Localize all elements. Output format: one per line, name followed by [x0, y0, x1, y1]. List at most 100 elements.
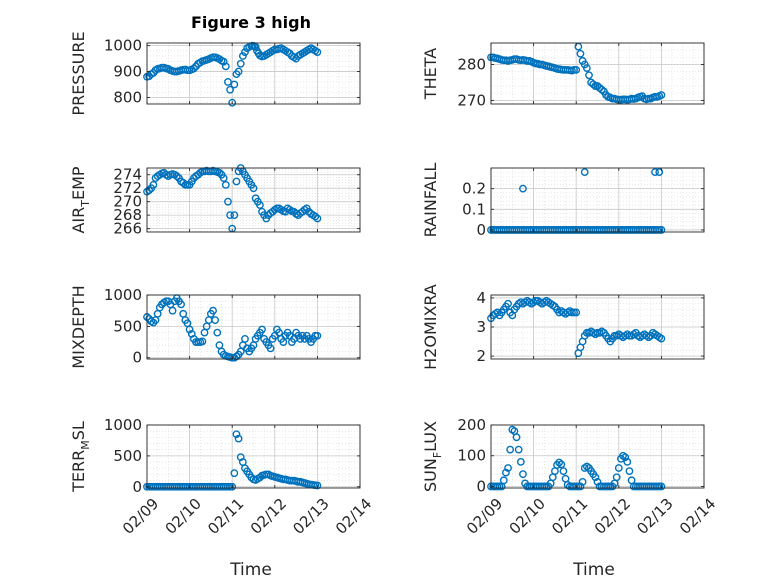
data-point [224, 197, 232, 206]
data-series [143, 430, 322, 491]
data-point [149, 180, 158, 189]
data-point [559, 467, 568, 475]
axes-box [146, 167, 361, 233]
y-label-subscript: T [79, 200, 92, 208]
axes-box [146, 424, 361, 489]
data-series [487, 296, 666, 358]
data-point [557, 460, 566, 469]
data-point [238, 52, 247, 60]
y-tick-label: 270 [113, 193, 142, 211]
y-axis-label-right: H2OMIXRA [421, 284, 440, 370]
data-point [657, 91, 666, 99]
data-point [311, 212, 320, 221]
data-point [519, 184, 527, 193]
y-tick-label: 4 [476, 289, 486, 307]
data-point [224, 78, 232, 86]
data-point [258, 325, 266, 334]
subplot-1: 800 900 1000 PRESSURE [69, 31, 361, 116]
data-point [612, 473, 621, 482]
y-tick-label: 800 [113, 89, 142, 107]
data-point [198, 337, 207, 346]
data-point [506, 445, 515, 454]
data-point [230, 469, 239, 478]
data-point [219, 57, 228, 66]
y-axis-label-left: MIXDEPTH [69, 285, 88, 368]
y-tick-label: 2 [476, 347, 486, 365]
data-point [241, 48, 249, 56]
data-point [580, 168, 589, 177]
data-point [313, 48, 322, 56]
data-series [143, 41, 322, 107]
data-point [211, 316, 220, 324]
data-point [504, 299, 512, 308]
data-point [172, 172, 181, 180]
axes-box [490, 424, 705, 489]
data-point [657, 226, 666, 234]
data-point [591, 473, 600, 482]
y-axis-label-left: TERRMSL [69, 421, 92, 493]
data-point [514, 445, 523, 454]
data-series [487, 168, 666, 234]
data-point [499, 476, 508, 485]
y-tick-label: 1000 [104, 37, 142, 55]
y-label-subscript: M [79, 440, 92, 450]
data-point [226, 85, 234, 94]
y-tick-label: 274 [113, 166, 142, 184]
subplot-6: 2 3 4 H2OMIXRA [421, 284, 705, 370]
data-point [219, 174, 228, 183]
data-point [249, 184, 258, 193]
y-tick-label: 0 [132, 349, 142, 367]
y-tick-label: 0 [476, 477, 486, 495]
data-series [143, 294, 322, 362]
y-tick-label: 272 [113, 179, 142, 197]
data-point [651, 168, 659, 177]
data-point [589, 80, 598, 89]
axes-background [491, 425, 704, 488]
data-point [241, 335, 249, 343]
data-point [576, 482, 585, 491]
data-series [143, 164, 322, 233]
data-series [487, 42, 666, 104]
data-point [516, 457, 525, 466]
data-point [655, 168, 664, 177]
data-point [221, 62, 230, 71]
data-point [657, 334, 666, 343]
y-tick-label: 270 [457, 91, 486, 109]
data-point [585, 71, 593, 80]
y-tick-label: 1000 [104, 286, 142, 304]
data-point [502, 468, 510, 477]
data-point [614, 464, 623, 472]
data-point [226, 211, 234, 220]
data-point [213, 328, 222, 337]
y-tick-label: 100 [457, 447, 486, 465]
data-point [578, 477, 587, 486]
y-tick-label: 268 [113, 206, 142, 224]
subplot-5: 0 500 1000 MIXDEPTH [69, 285, 361, 369]
data-point [145, 186, 154, 195]
y-label-rest: EMP [69, 166, 88, 200]
y-tick-label: 500 [113, 447, 142, 465]
y-tick-label: 3 [476, 318, 486, 336]
y-tick-label: 0 [132, 478, 142, 496]
data-point [555, 458, 564, 467]
data-point [230, 211, 239, 220]
data-point [232, 352, 241, 361]
data-point [251, 42, 260, 51]
y-label-rest: LUX [421, 421, 440, 452]
data-point [572, 308, 581, 317]
y-label-subscript: F [431, 452, 444, 458]
y-tick-label: 0.1 [462, 200, 486, 218]
y-tick-label: 0 [476, 221, 486, 239]
data-point [185, 325, 194, 334]
data-point [597, 85, 606, 94]
data-point [189, 64, 198, 73]
data-point [215, 168, 224, 177]
x-axis-label-left: Time [229, 560, 272, 580]
y-tick-label: 900 [113, 63, 142, 81]
data-point [623, 457, 632, 466]
y-axis-label-left: PRESSURE [69, 31, 88, 115]
data-point [313, 331, 322, 340]
data-point [621, 453, 630, 462]
data-point [209, 306, 217, 315]
data-point [232, 430, 241, 439]
